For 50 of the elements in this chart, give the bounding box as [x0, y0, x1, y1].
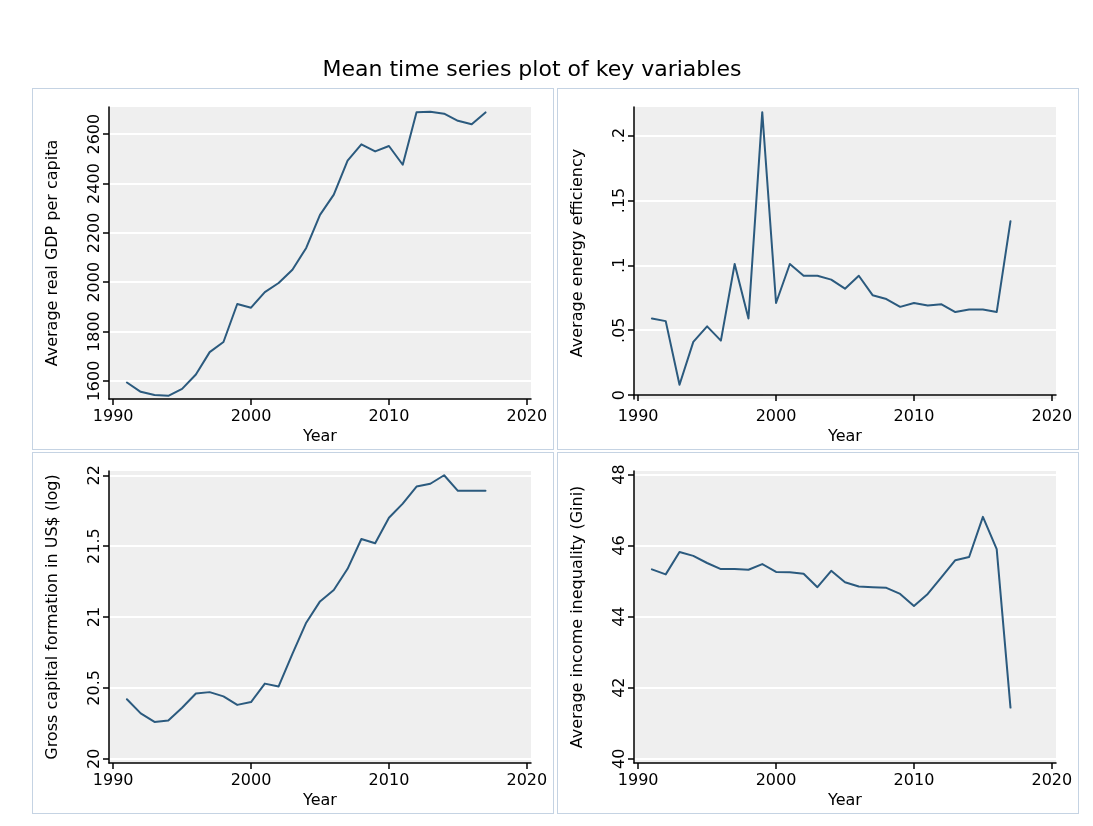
chart-title: Mean time series plot of key variables	[321, 56, 743, 81]
y-tick-label: 48	[608, 464, 628, 485]
y-axis-title: Gross capital formation in US$ (log)	[41, 474, 61, 760]
x-tick-label: 2010	[893, 405, 935, 425]
y-tick-label: 44	[608, 606, 628, 627]
x-tick-label: 2000	[755, 405, 797, 425]
x-tick-label: 1990	[617, 769, 659, 789]
x-tick-label: 2020	[506, 769, 548, 789]
x-tick-label: 1990	[617, 405, 659, 425]
y-tick-label: 0	[608, 390, 628, 401]
x-tick-label: 2000	[755, 769, 797, 789]
y-tick-label: 2000	[83, 261, 103, 303]
x-tick-label: 2020	[506, 405, 548, 425]
line-series	[650, 111, 1012, 386]
x-tick-label: 1990	[92, 405, 134, 425]
x-tick-label: 2010	[893, 769, 935, 789]
x-tick-label: 1990	[92, 769, 134, 789]
x-axis-title: Year	[302, 426, 338, 446]
x-tick-label: 2000	[230, 769, 272, 789]
y-axis-title: Average income inequality (Gini)	[566, 485, 586, 749]
y-tick-label: 1600	[83, 360, 103, 402]
x-tick-label: 2020	[1031, 769, 1073, 789]
y-axis-title: Average real GDP per capita	[41, 139, 61, 367]
x-tick-label: 2010	[368, 769, 410, 789]
y-tick-label: 1800	[83, 311, 103, 352]
y-axis-title: Average energy efficiency	[566, 148, 586, 358]
y-tick-label: .2	[608, 127, 628, 144]
x-axis-title: Year	[827, 426, 863, 446]
y-tick-label: 21.5	[83, 528, 103, 564]
y-tick-label: 20	[83, 748, 103, 769]
y-tick-label: 42	[608, 677, 628, 698]
line-series	[125, 110, 487, 397]
x-tick-label: 2000	[230, 405, 272, 425]
x-axis-title: Year	[302, 790, 338, 810]
y-tick-label: 20.5	[83, 670, 103, 706]
y-tick-label: .1	[608, 257, 628, 273]
y-tick-label: .15	[608, 187, 628, 214]
x-axis-title: Year	[827, 790, 863, 810]
y-tick-label: 2200	[83, 212, 103, 254]
line-series	[125, 474, 487, 723]
y-tick-label: .05	[608, 317, 628, 343]
y-tick-label: 2400	[83, 163, 103, 204]
y-tick-label: 46	[608, 535, 628, 556]
x-tick-label: 2020	[1031, 405, 1073, 425]
line-series	[650, 515, 1012, 709]
y-tick-label: 40	[608, 748, 628, 769]
y-tick-label: 21	[83, 606, 103, 628]
x-tick-label: 2010	[368, 405, 410, 425]
y-tick-label: 2600	[83, 113, 103, 155]
y-tick-label: 22	[83, 465, 103, 486]
